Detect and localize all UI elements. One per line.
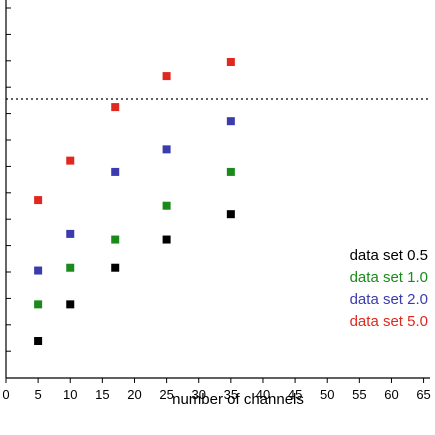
data-point-series-0 [226, 210, 235, 219]
legend-entry: data set 2.0 [350, 291, 428, 308]
data-point-series-0 [66, 300, 75, 309]
data-point-series-2 [66, 229, 75, 238]
x-axis-title: number of channels [172, 391, 304, 408]
data-point-series-0 [111, 263, 120, 272]
data-point-series-2 [111, 167, 120, 176]
axes: 0 5 10 15 20 25 30 35 40 45 50 55 60 65 [2, 0, 431, 402]
x-tick-label: 0 [2, 387, 9, 402]
x-tick-label: 55 [352, 387, 366, 402]
x-tick-label: 25 [159, 387, 173, 402]
x-tick-label: 40 [256, 387, 270, 402]
x-tick-label: 15 [95, 387, 109, 402]
x-tick-label: 10 [63, 387, 77, 402]
data-point-series-1 [111, 235, 120, 244]
x-tick-label: 65 [416, 387, 430, 402]
data-point-series-3 [162, 72, 171, 81]
data-point-series-1 [66, 263, 75, 272]
data-point-series-2 [34, 266, 43, 275]
x-tick-label: 20 [127, 387, 141, 402]
data-point-series-0 [162, 235, 171, 244]
data-point-series-2 [162, 145, 171, 154]
data-points [34, 58, 235, 345]
data-point-series-2 [226, 117, 235, 126]
data-point-series-0 [34, 337, 43, 345]
x-tick-label: 5 [35, 387, 42, 402]
data-point-series-3 [226, 58, 235, 66]
data-point-series-1 [226, 167, 235, 176]
data-point-series-3 [34, 196, 43, 205]
legend: data set 0.5 data set 1.0 data set 2.0 data… [350, 247, 428, 330]
x-tick-label: 50 [320, 387, 334, 402]
x-tick-label: 35 [224, 387, 238, 402]
legend-entry: data set 5.0 [350, 313, 428, 330]
x-tick-label: 30 [191, 387, 205, 402]
data-point-series-3 [111, 103, 120, 112]
legend-entry: data set 0.5 [350, 247, 428, 264]
x-tick-label: 45 [288, 387, 302, 402]
legend-entry: data set 1.0 [350, 269, 428, 286]
data-point-series-3 [66, 156, 75, 165]
data-point-series-1 [34, 300, 43, 309]
x-tick-label: 60 [384, 387, 398, 402]
data-point-series-1 [162, 201, 171, 210]
